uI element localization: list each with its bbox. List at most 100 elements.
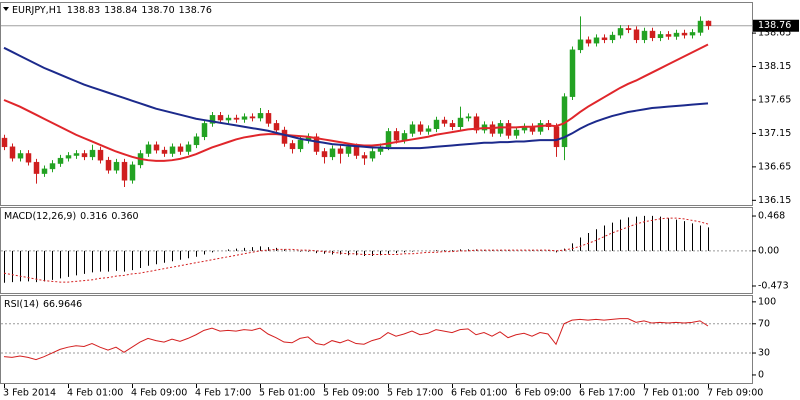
rsi-readout: 66.9646 xyxy=(43,299,82,310)
y-tick-label: -0.473 xyxy=(758,281,789,292)
candle-body xyxy=(233,117,240,120)
candle-body xyxy=(705,20,712,26)
candle-body xyxy=(513,129,520,136)
x-tick-label: 5 Feb 09:00 xyxy=(323,388,379,399)
candle-body xyxy=(673,32,680,37)
low-readout: 138.70 xyxy=(141,5,174,16)
rsi-header: RSI(14) 66.9646 xyxy=(4,299,82,310)
candle-body xyxy=(585,39,592,44)
x-tick-label: 4 Feb 09:00 xyxy=(131,388,187,399)
candle-body xyxy=(41,168,48,174)
price-panel-frame xyxy=(0,2,753,206)
macd-header: MACD(12,26,9) 0.316 0.360 xyxy=(4,211,139,222)
candle-body xyxy=(81,153,88,158)
candle-body xyxy=(25,153,32,163)
y-tick-label: 0.468 xyxy=(758,211,785,222)
candle-body xyxy=(569,49,576,97)
candle-body xyxy=(449,123,456,127)
rsi-panel-frame xyxy=(0,295,753,384)
y-tick-label: 138.65 xyxy=(758,28,791,39)
candle-body xyxy=(617,28,624,36)
rsi-line xyxy=(3,318,709,361)
candle-body xyxy=(297,139,304,150)
candle-body xyxy=(1,137,8,148)
x-tick-label: 6 Feb 17:00 xyxy=(579,388,635,399)
x-tick-label: 5 Feb 01:00 xyxy=(259,388,315,399)
candle-body xyxy=(441,119,448,124)
candle-body xyxy=(649,30,656,39)
candle-body xyxy=(97,149,104,161)
candle-body xyxy=(353,146,360,156)
y-tick-label: 136.65 xyxy=(758,161,791,172)
candle-body xyxy=(593,37,600,44)
candle-body xyxy=(289,143,296,150)
candle-body xyxy=(537,123,544,132)
candle-body xyxy=(201,123,208,138)
candle-body xyxy=(337,148,344,154)
close-readout: 138.76 xyxy=(179,5,212,16)
x-tick-label: 4 Feb 01:00 xyxy=(67,388,123,399)
candle-body xyxy=(249,116,256,119)
candle-body xyxy=(89,149,96,158)
candle-body xyxy=(273,123,280,131)
x-tick-label: 7 Feb 01:00 xyxy=(643,388,699,399)
candle-body xyxy=(241,116,248,120)
moving-average xyxy=(3,46,709,150)
candle-body xyxy=(609,34,616,41)
y-tick-label: 70 xyxy=(758,318,770,329)
y-tick-label: 137.65 xyxy=(758,94,791,105)
candle-body xyxy=(113,161,120,171)
candle-body xyxy=(185,144,192,152)
price-header: EURJPY,H1 138.83 138.84 138.70 138.76 xyxy=(12,5,212,16)
candle-body xyxy=(129,164,136,181)
candle-body xyxy=(145,144,152,154)
candle-body xyxy=(257,113,264,119)
candle-body xyxy=(417,124,424,132)
open-readout: 138.83 xyxy=(67,5,100,16)
candle-body xyxy=(657,34,664,39)
high-readout: 138.84 xyxy=(104,5,137,16)
y-tick-label: 30 xyxy=(758,348,770,359)
menu-arrow xyxy=(3,7,9,11)
candle-body xyxy=(473,116,480,131)
candle-body xyxy=(281,129,288,144)
candle-body xyxy=(633,29,640,41)
candle-body xyxy=(73,153,80,156)
candle-body xyxy=(393,131,400,141)
candle-body xyxy=(217,115,224,121)
candle-body xyxy=(361,155,368,159)
y-tick-label: 0 xyxy=(758,369,764,380)
y-tick-label: 100 xyxy=(758,296,776,307)
x-tick-label: 6 Feb 09:00 xyxy=(515,388,571,399)
y-tick-label: 137.15 xyxy=(758,128,791,139)
candle-body xyxy=(665,34,672,37)
last-price-tag xyxy=(753,19,799,32)
y-tick-label: 136.15 xyxy=(758,195,791,206)
candle-body xyxy=(489,124,496,134)
candle-body xyxy=(265,113,272,124)
candle-body xyxy=(425,128,432,132)
candle-body xyxy=(641,30,648,41)
last-price-label: 138.76 xyxy=(758,20,791,31)
candle-body xyxy=(9,146,16,159)
candle-body xyxy=(49,163,56,170)
candle-body xyxy=(17,153,24,159)
y-tick-label: 0.00 xyxy=(758,245,779,256)
candle-body xyxy=(169,146,176,154)
candle-body xyxy=(153,144,160,151)
candle-body xyxy=(105,159,112,171)
candle-body xyxy=(321,151,328,158)
candle-body xyxy=(161,149,168,154)
candle-body xyxy=(457,117,464,127)
macd-title: MACD(12,26,9) xyxy=(4,211,76,222)
candle-body xyxy=(57,157,64,164)
candle-body xyxy=(225,117,232,121)
candle-body xyxy=(345,146,352,154)
candle-body xyxy=(329,148,336,158)
candle-body xyxy=(401,133,408,141)
candle-body xyxy=(681,32,688,36)
symbol-title: EURJPY,H1 xyxy=(12,5,62,16)
candle-body xyxy=(409,124,416,134)
